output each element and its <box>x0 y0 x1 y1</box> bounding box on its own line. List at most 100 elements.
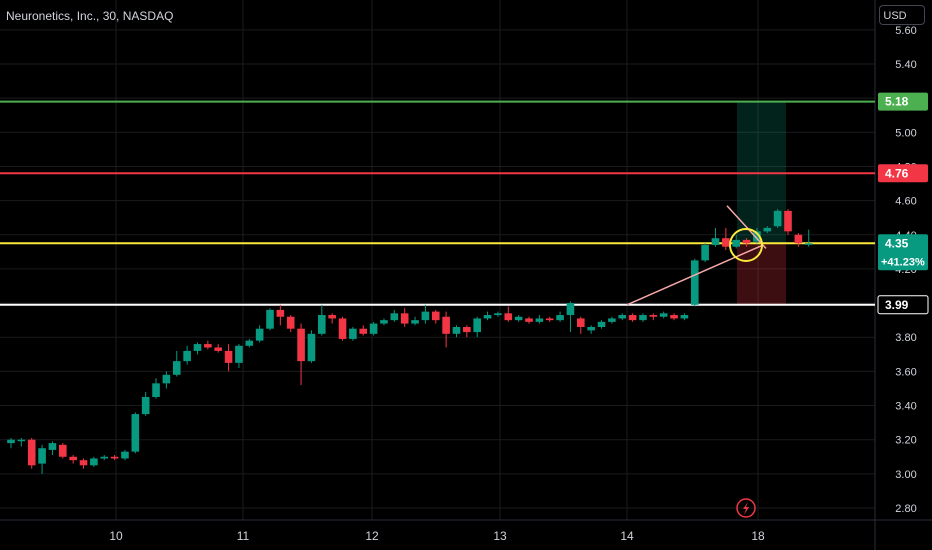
candle-body <box>359 328 368 334</box>
candle-body <box>297 328 305 362</box>
candle-body <box>59 444 67 457</box>
price-tick-label: 3.00 <box>895 469 916 481</box>
candle-body <box>162 374 171 384</box>
candle-body <box>172 361 181 375</box>
level-label-box <box>878 234 928 271</box>
candle-body <box>400 313 409 324</box>
candle-body <box>659 313 668 317</box>
candle-body <box>255 328 264 341</box>
candle-body <box>514 316 523 321</box>
candle-body <box>411 320 419 324</box>
icons <box>736 498 756 518</box>
candle-body <box>48 443 57 450</box>
level-labels: 5.18 4.76 4.35 +41.23% 3.99 <box>877 92 929 315</box>
level-label-subtext: +41.23% <box>881 256 925 268</box>
price-tick-label: 3.20 <box>895 435 916 447</box>
candle-body <box>742 239 751 244</box>
candle-body <box>794 234 803 244</box>
candle-body <box>110 456 119 459</box>
price-tick-label: 5.00 <box>895 127 916 139</box>
candle-body <box>224 350 233 363</box>
candle-body <box>504 313 513 321</box>
candle-body <box>69 456 77 461</box>
candle-body <box>90 458 98 466</box>
candle-body <box>349 328 357 339</box>
candle-body <box>380 320 388 324</box>
candle-body <box>245 340 254 346</box>
candle-body <box>276 309 285 317</box>
level-label-text: 4.35 <box>885 236 909 250</box>
lightning-icon[interactable] <box>736 498 756 518</box>
candle-body <box>722 238 730 247</box>
horizontal-levels <box>0 100 875 306</box>
price-tick-label: 5.60 <box>895 25 916 37</box>
time-tick-label: 14 <box>620 529 634 543</box>
time-tick-label: 18 <box>751 529 765 543</box>
candle-body <box>608 318 616 322</box>
time-axis: 10 11 12 13 14 18 <box>109 529 765 543</box>
level-label-box <box>878 92 928 111</box>
candle-body <box>784 210 792 232</box>
price-tick-label: 4.60 <box>895 196 916 208</box>
candle-body <box>773 210 782 227</box>
candle-body <box>318 315 326 334</box>
candle-body <box>7 439 15 444</box>
level-label-box <box>877 295 929 315</box>
time-tick-label: 11 <box>237 529 250 543</box>
price-tick-label: 3.40 <box>895 401 916 413</box>
candle-body <box>286 316 295 329</box>
highlight-circle <box>729 228 763 263</box>
candle-body <box>38 448 46 464</box>
candle-body <box>100 456 109 459</box>
candle-body <box>566 303 575 316</box>
level-label-text: 5.18 <box>885 95 909 109</box>
candle-body <box>369 323 378 334</box>
candle-body <box>266 309 274 329</box>
price-tick-label: 3.60 <box>895 366 916 378</box>
candle-body <box>204 344 212 348</box>
candle-body <box>494 313 502 316</box>
candle-body <box>152 383 160 397</box>
candle-body <box>235 345 243 363</box>
candle-body <box>525 318 533 322</box>
price-tick-label: 3.80 <box>895 332 916 344</box>
time-tick-label: 12 <box>365 529 379 543</box>
candle-body <box>711 238 720 246</box>
candle-body <box>463 326 471 333</box>
candle-body <box>442 316 450 334</box>
candle-body <box>535 318 544 322</box>
candle-body <box>183 350 191 362</box>
level-label-text: 3.99 <box>885 298 909 312</box>
candle-body <box>670 315 678 319</box>
candle-body <box>193 344 202 351</box>
currency-selector[interactable]: USD <box>879 5 925 25</box>
candles <box>7 209 813 474</box>
symbol-title: Neuronetics, Inc., 30, NASDAQ <box>6 9 174 23</box>
candle-body <box>79 460 88 466</box>
trend-line-down <box>726 205 767 249</box>
level-label-text: 4.76 <box>885 166 909 180</box>
candle-body <box>121 451 129 459</box>
risk-reward-zones <box>737 101 786 305</box>
candle-body <box>690 260 699 305</box>
time-tick-label: 13 <box>493 529 507 543</box>
candle-body <box>431 311 440 321</box>
level-label-box <box>878 164 928 183</box>
candle-body <box>556 315 564 321</box>
candle-body <box>680 315 689 319</box>
trend-line-up <box>626 244 764 306</box>
candle-body <box>214 347 222 351</box>
candle-body <box>17 439 26 442</box>
candle-body <box>753 231 761 242</box>
candle-body <box>763 227 772 232</box>
candle-body <box>452 326 461 334</box>
candle-body <box>732 239 740 247</box>
candle-body <box>27 439 36 466</box>
candle-body <box>804 243 813 245</box>
candle-body <box>328 315 336 319</box>
candle-body <box>141 397 150 415</box>
candle-body <box>618 315 627 319</box>
